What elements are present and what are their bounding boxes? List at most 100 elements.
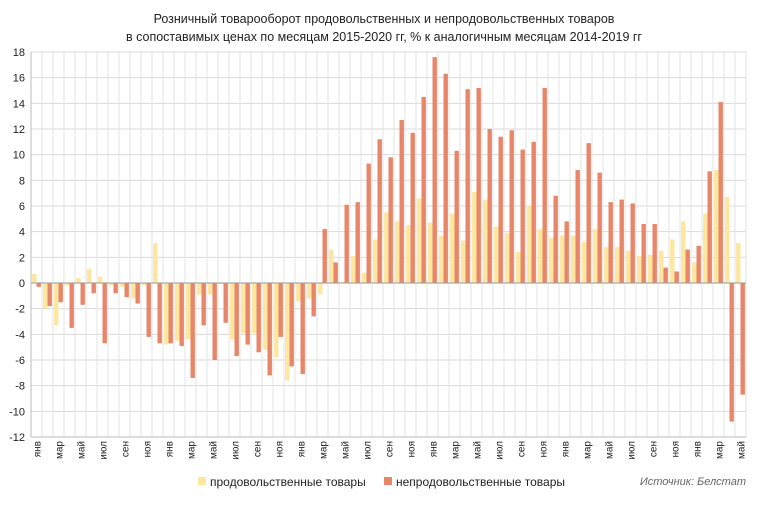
bar-nonfood	[124, 283, 129, 298]
x-tick-label: янв	[561, 441, 572, 457]
bar-nonfood	[113, 283, 118, 294]
bar-food	[714, 170, 719, 283]
legend-label: непродовольственные товары	[396, 475, 565, 489]
chart-title: Розничный товарооборот продовольственных…	[154, 12, 615, 26]
bar-food	[263, 283, 268, 350]
y-tick-label: 4	[19, 227, 25, 239]
bar-nonfood	[333, 262, 338, 283]
x-tick-label: янв	[429, 441, 440, 457]
x-tick-label: сен	[385, 441, 396, 457]
bar-food	[186, 283, 191, 340]
y-tick-label: -8	[15, 381, 25, 393]
bar-nonfood	[168, 283, 173, 344]
bar-nonfood	[399, 120, 404, 284]
bar-nonfood	[344, 204, 349, 283]
bar-food	[571, 235, 576, 283]
legend-label: продовольственные товары	[210, 475, 366, 489]
bar-food	[384, 212, 389, 283]
bar-nonfood	[652, 223, 657, 283]
y-tick-label: -10	[9, 406, 25, 418]
bar-food	[406, 225, 411, 283]
bar-nonfood	[201, 283, 206, 326]
bar-nonfood	[388, 157, 393, 283]
x-tick-label: янв	[33, 441, 44, 457]
bar-food	[252, 283, 257, 334]
bar-food	[296, 283, 301, 301]
bar-nonfood	[608, 202, 613, 283]
bar-food	[164, 283, 169, 345]
bar-food	[659, 250, 664, 283]
bar-food	[120, 283, 125, 287]
bar-food	[153, 243, 158, 283]
bar-food	[648, 254, 653, 283]
bar-food	[65, 283, 70, 286]
x-tick-label: июл	[99, 441, 110, 460]
bar-nonfood	[366, 163, 371, 283]
bar-nonfood	[102, 283, 107, 344]
y-tick-label: 12	[13, 124, 25, 136]
bar-nonfood	[586, 143, 591, 283]
bar-nonfood	[531, 141, 536, 283]
bar-nonfood	[553, 195, 558, 283]
bar-food	[450, 213, 455, 283]
x-tick-label: янв	[693, 441, 704, 457]
bar-food	[307, 283, 312, 299]
bar-food	[736, 243, 741, 283]
bar-food	[725, 197, 730, 283]
bar-food	[582, 241, 587, 283]
bar-food	[241, 283, 246, 334]
bar-nonfood	[179, 283, 184, 346]
x-tick-label: ноя	[539, 441, 550, 458]
bar-nonfood	[542, 87, 547, 283]
bar-food	[43, 283, 48, 309]
bar-food	[637, 256, 642, 283]
bar-food	[362, 272, 367, 283]
x-tick-label: сен	[121, 441, 132, 457]
bar-nonfood	[476, 87, 481, 283]
x-tick-label: июл	[495, 441, 506, 460]
x-tick-label: июл	[627, 441, 638, 460]
x-tick-label: мар	[319, 441, 330, 459]
x-tick-label: сен	[649, 441, 660, 457]
bar-nonfood	[223, 283, 228, 323]
bar-food	[527, 206, 532, 283]
bar-food	[615, 247, 620, 283]
bar-food	[208, 283, 213, 295]
bar-food	[54, 283, 59, 326]
bar-nonfood	[487, 129, 492, 283]
y-tick-label: 18	[13, 47, 25, 59]
bar-food	[681, 221, 686, 283]
source-note: Источник: Белстат	[640, 476, 746, 488]
x-tick-label: мар	[715, 441, 726, 459]
bar-nonfood	[36, 283, 41, 287]
bar-food	[318, 283, 323, 295]
bar-nonfood	[80, 283, 85, 305]
bar-nonfood	[674, 271, 679, 283]
bar-food	[142, 283, 147, 286]
bar-food	[351, 256, 356, 283]
bar-nonfood	[256, 283, 261, 353]
bar-food	[197, 283, 202, 295]
bar-nonfood	[718, 102, 723, 283]
bar-food	[395, 221, 400, 283]
bars-group	[32, 57, 745, 422]
bar-nonfood	[630, 203, 635, 283]
x-tick-label: ноя	[143, 441, 154, 458]
bar-nonfood	[498, 136, 503, 283]
legend-swatch	[198, 477, 206, 485]
bar-food	[87, 268, 92, 283]
bar-food	[340, 281, 345, 283]
bar-nonfood	[663, 267, 668, 283]
bar-food	[175, 283, 180, 341]
bar-food	[505, 232, 510, 283]
bar-nonfood	[465, 89, 470, 283]
bar-food	[439, 235, 444, 283]
bar-nonfood	[322, 229, 327, 283]
bar-nonfood	[575, 170, 580, 283]
bar-nonfood	[410, 132, 415, 283]
bar-nonfood	[289, 283, 294, 367]
x-tick-label: май	[605, 441, 616, 459]
bar-nonfood	[432, 57, 437, 284]
